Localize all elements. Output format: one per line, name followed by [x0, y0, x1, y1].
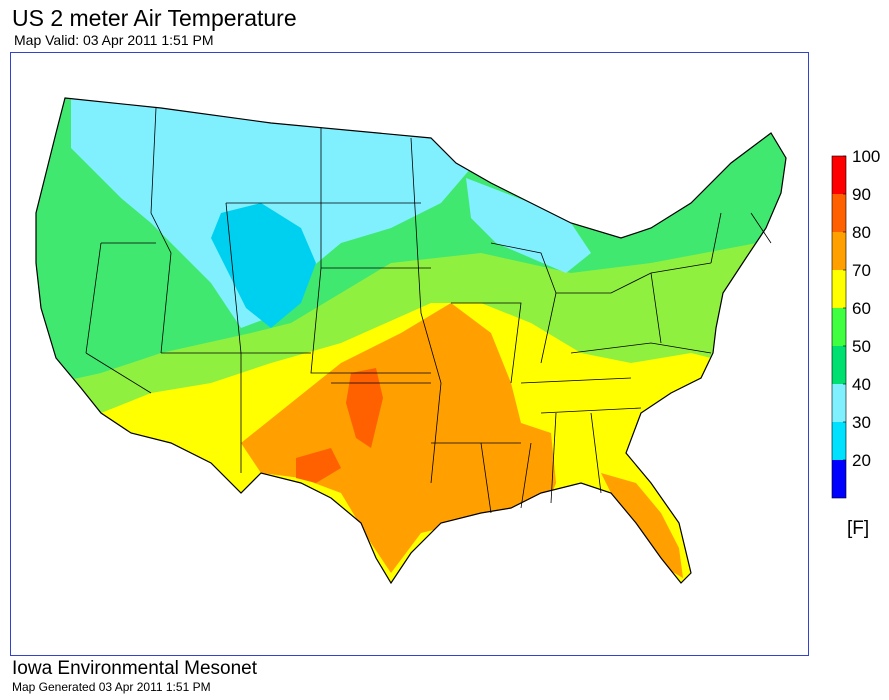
band-cold-great-lakes: [466, 178, 591, 273]
legend-unit: [F]: [847, 518, 870, 539]
legend-label: 60: [852, 299, 871, 318]
band-coldest-rockies: [211, 203, 316, 328]
temperature-map[interactable]: [11, 53, 809, 656]
legend-swatch-2: [832, 384, 846, 422]
legend-frame: [831, 155, 847, 499]
legend-swatch-4: [832, 308, 846, 346]
legend-label: 100: [852, 147, 880, 166]
footer-generated: Map Generated 03 Apr 2011 1:51 PM: [12, 680, 211, 694]
legend-label: 90: [852, 185, 871, 204]
legend-swatch-7: [832, 194, 846, 232]
legend-swatch-1: [832, 422, 846, 460]
band-hot-florida: [601, 473, 683, 578]
legend-label: 70: [852, 261, 871, 280]
legend-swatch-6: [832, 232, 846, 270]
map-valid-time: Map Valid: 03 Apr 2011 1:51 PM: [14, 32, 214, 48]
map-title: US 2 meter Air Temperature: [12, 5, 297, 31]
band-hotter-west-texas: [296, 448, 341, 483]
band-hotter-north-texas: [346, 368, 383, 448]
legend-swatch-0: [832, 460, 846, 498]
legend-label: 50: [852, 337, 871, 356]
band-hot-south-central: [241, 303, 556, 573]
state-borders: [85, 107, 772, 514]
legend-label: 40: [852, 375, 871, 394]
legend-label: 20: [852, 451, 871, 470]
legend-swatch-3: [832, 346, 846, 384]
legend-label: 30: [852, 413, 871, 432]
us-outline: [35, 97, 787, 585]
legend-bar: 20 30 40 50 60 70 80 90 100: [831, 147, 880, 499]
legend-swatch-8: [832, 156, 846, 194]
legend-label: 80: [852, 223, 871, 242]
map-frame: [10, 52, 809, 656]
legend-swatch-5: [832, 270, 846, 308]
footer-org: Iowa Environmental Mesonet: [12, 658, 258, 679]
